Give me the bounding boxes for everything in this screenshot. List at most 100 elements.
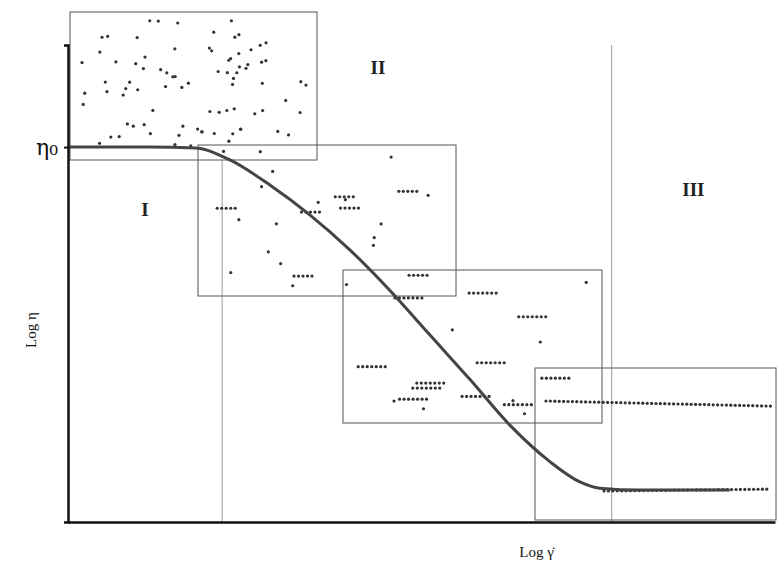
inset-particle [271,170,274,173]
inset-particle [416,274,419,277]
inset-particle [157,19,160,22]
inset-particle [511,399,514,402]
inset-particle [98,142,101,145]
inset-particle [136,36,139,39]
inset-particle [474,395,477,398]
inset-particle [372,244,375,247]
inset-particle [231,83,234,86]
inset-particle [465,395,468,398]
inset-particle [495,291,498,294]
inset-particle [730,488,733,491]
inset-particle [544,315,547,318]
inset-particle [584,400,587,403]
inset-particle [761,488,764,491]
inset-particle [173,47,176,50]
inset-particle [136,88,139,91]
inset-particle [769,405,772,408]
inset-particle [517,315,520,318]
inset-particle [318,210,321,213]
inset-particle [628,401,631,404]
inset-particle [357,206,360,209]
inset-particle [279,262,282,265]
inset-particle [535,315,538,318]
inset-particle [343,206,346,209]
inset-particle [530,403,533,406]
inset-particle [544,399,547,402]
inset-particle [284,99,287,102]
inset-particle [233,36,236,39]
inset-particle [304,83,307,86]
inset-particle [468,291,471,294]
inset-particle [424,381,427,384]
inset-particle [208,47,211,50]
inset-box [535,368,776,520]
inset-particle [469,395,472,398]
inset-particle [246,63,249,66]
inset-particle [567,377,570,380]
inset-particle [739,488,742,491]
inset-particle [549,400,552,403]
inset-particle [690,403,693,406]
inset-particle [486,291,489,294]
inset-particle [663,402,666,405]
inset-particle [703,403,706,406]
inset-particle [390,156,393,159]
inset-particle [126,122,129,125]
inset-particle [624,401,627,404]
inset-particle [196,127,199,130]
inset-box [198,145,456,296]
inset-particle [181,125,184,128]
inset-particle [238,65,241,68]
inset-particle [425,398,428,401]
inset-particle [489,361,492,364]
inset-particle [210,49,213,52]
inset-particle [498,361,501,364]
inset-particle [588,400,591,403]
inset-particle [698,403,701,406]
inset-particle [317,201,320,204]
inset-particle [729,404,732,407]
inset-particle [610,401,613,404]
inset-particle [507,403,510,406]
x-axis-title: Log γ̇ [519,544,555,560]
inset-particle [654,402,657,405]
inset-particle [222,150,225,153]
inset-particle [764,404,767,407]
inset-particle [512,403,515,406]
inset-particle [411,398,414,401]
plot-area [68,147,730,490]
inset-particle [177,134,180,137]
inset-box [70,12,317,160]
inset-particle [344,198,347,201]
inset-particle [540,315,543,318]
inset-particle [149,132,152,135]
inset-particle [118,135,121,138]
inset-particle [100,36,103,39]
inset-particle [264,41,267,44]
inset-particle [415,190,418,193]
inset-particle [756,404,759,407]
inset-particle [132,125,135,128]
inset-particle [668,402,671,405]
inset-particle [478,395,481,398]
inset-particle [380,222,383,225]
inset-particle [760,404,763,407]
region-boundary [611,45,612,522]
inset-particle [580,400,583,403]
inset-particle [347,195,350,198]
inset-particle [562,400,565,403]
inset-particle [485,361,488,364]
inset-particle [420,381,423,384]
inset-particle [217,70,220,73]
inset-particle [743,488,746,491]
inset-particle [553,400,556,403]
inset-particle [756,488,759,491]
inset-particle [420,398,423,401]
inset-particle [229,207,232,210]
inset-particle [143,123,146,126]
inset-particle [641,402,644,405]
inset-particle [720,403,723,406]
inset-particle [416,398,419,401]
inset-particle [276,130,279,133]
inset-particle [521,403,524,406]
